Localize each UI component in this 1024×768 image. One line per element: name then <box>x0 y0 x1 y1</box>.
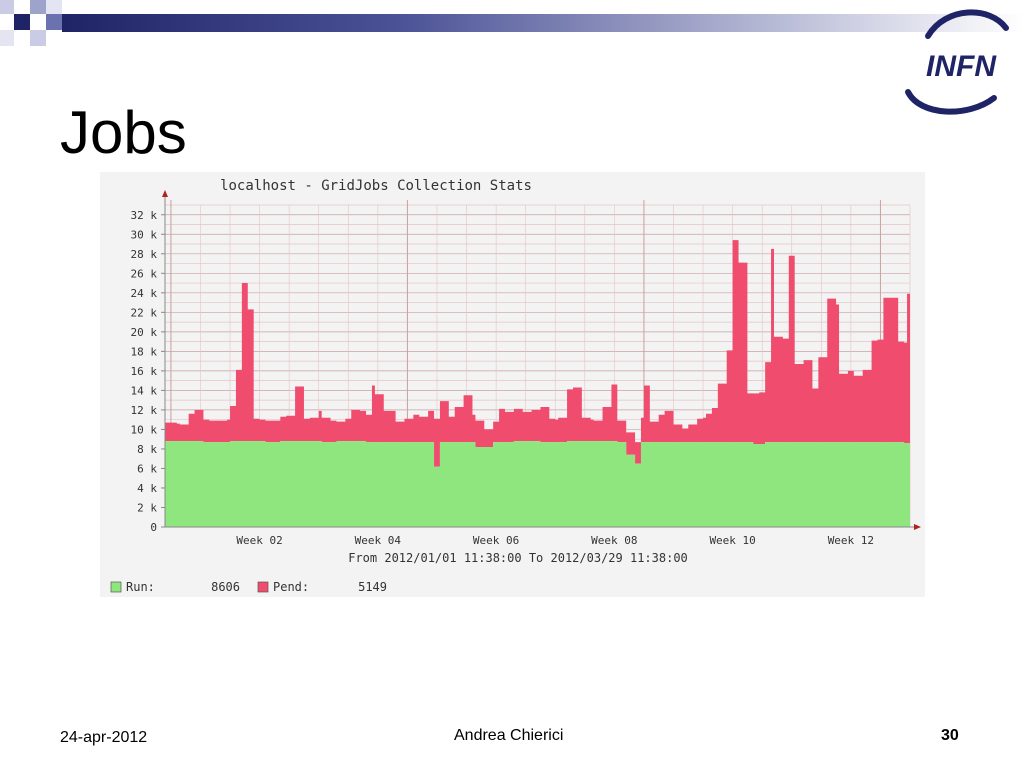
y-tick-label: 32 k <box>131 209 158 222</box>
x-tick-label: Week 06 <box>473 534 519 547</box>
y-tick-label: 14 k <box>131 384 158 397</box>
y-axis-ticks: 0 2 k 4 k 6 k 8 k 10 k 12 k 14 k 16 k 18 k 20 k 22 … <box>131 209 165 534</box>
legend-value-run: 8606 <box>211 580 240 594</box>
x-tick-label: Week 04 <box>355 534 402 547</box>
y-tick-label: 16 k <box>131 365 158 378</box>
infn-logo-text: INFN <box>926 50 997 83</box>
legend-swatch-run <box>110 581 122 593</box>
y-axis-arrow <box>162 190 168 197</box>
legend-swatch-pend <box>257 581 269 593</box>
chart-subtitle: From 2012/01/01 11:38:00 To 2012/03/29 1… <box>348 551 688 565</box>
y-tick-label: 22 k <box>131 306 158 319</box>
y-tick-label: 10 k <box>131 423 158 436</box>
x-tick-label: Week 08 <box>591 534 637 547</box>
x-tick-label: Week 12 <box>828 534 874 547</box>
series-area-run <box>165 441 910 527</box>
footer-date: 24-apr-2012 <box>60 729 148 746</box>
y-tick-label: 30 k <box>131 228 158 241</box>
chart-title: localhost - GridJobs Collection Stats <box>220 178 532 194</box>
legend-value-pend: 5149 <box>358 580 387 594</box>
chart-panel: localhost - GridJobs Collection Stats 0 2… <box>100 172 925 597</box>
y-tick-label: 0 <box>150 521 157 534</box>
legend-label-pend: Pend: <box>273 580 309 594</box>
y-tick-label: 12 k <box>131 404 158 417</box>
y-tick-label: 24 k <box>131 287 158 300</box>
gridjobs-chart: localhost - GridJobs Collection Stats 0 2… <box>110 178 921 594</box>
y-tick-label: 4 k <box>137 482 157 495</box>
page-number: 30 <box>941 727 959 744</box>
header-decoration <box>0 0 1024 46</box>
chart-legend: Run: 8606 Pend: 5149 <box>110 580 387 594</box>
footer-author: Andrea Chierici <box>454 727 564 744</box>
x-tick-label: Week 10 <box>709 534 755 547</box>
y-tick-label: 20 k <box>131 326 158 339</box>
infn-logo: INFN <box>905 9 1009 115</box>
chart-areas <box>165 240 910 527</box>
series-area-pend <box>165 240 910 467</box>
slide-title: Jobs <box>60 99 187 166</box>
y-tick-label: 18 k <box>131 345 158 358</box>
chart-axes <box>161 190 921 530</box>
legend-label-run: Run: <box>126 580 155 594</box>
y-tick-label: 26 k <box>131 267 158 280</box>
y-tick-label: 6 k <box>137 462 157 475</box>
y-tick-label: 8 k <box>137 443 157 456</box>
x-tick-label: Week 02 <box>236 534 282 547</box>
x-axis-arrow <box>914 524 921 530</box>
y-tick-label: 2 k <box>137 501 157 514</box>
x-axis-ticks: Week 02 Week 04 Week 06 Week 08 Week 10 Week … <box>236 534 874 547</box>
y-tick-label: 28 k <box>131 248 158 261</box>
